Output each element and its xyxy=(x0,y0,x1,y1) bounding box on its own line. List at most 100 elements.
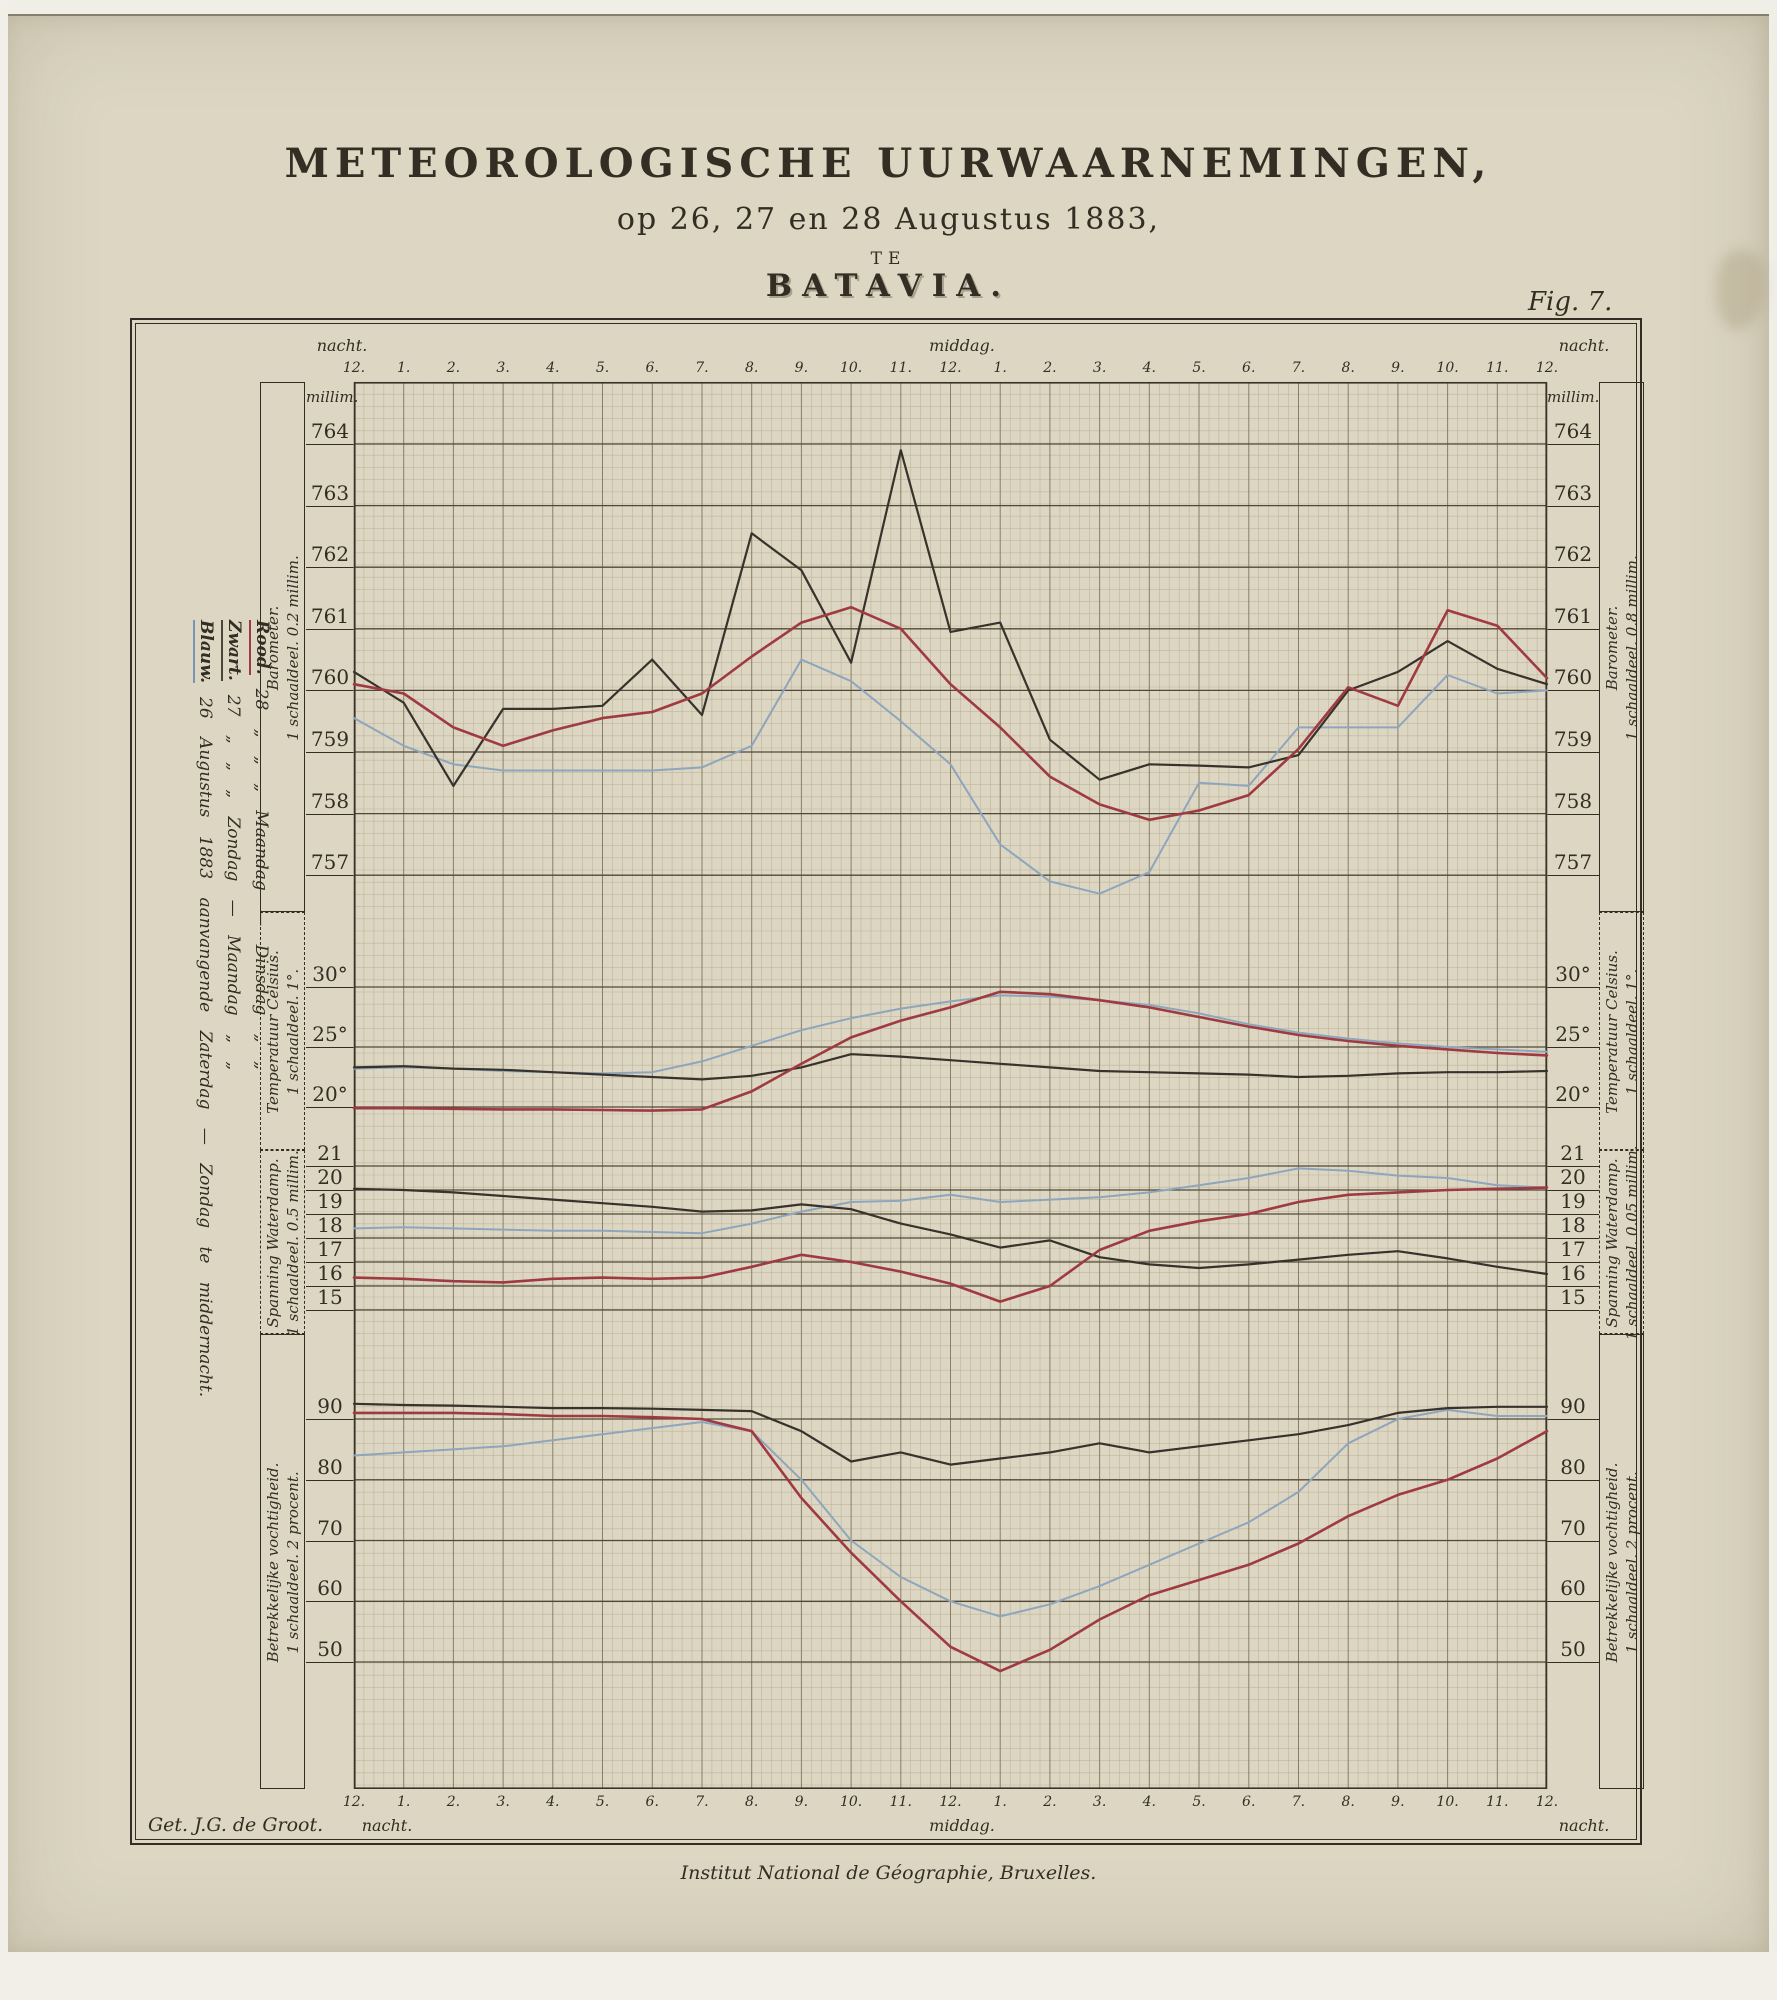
hour-label-top-19: 7. xyxy=(1291,360,1306,376)
tick-column-right-barometer: millim. 764 763 762 761 760 759 758 757 xyxy=(1547,382,1599,912)
tick-value-temperature-20°: 20° xyxy=(312,1082,348,1106)
legend-word-zwart: Zwart. xyxy=(221,620,245,681)
tick-value-humidity-90: 90 xyxy=(317,1394,343,1418)
tick-value-vapour-18: 18 xyxy=(317,1213,343,1237)
hour-label-top-3: 3. xyxy=(496,360,510,376)
hour-label-bottom-9: 9. xyxy=(794,1794,809,1810)
tick-value-vapour-17: 17 xyxy=(317,1237,343,1261)
tick-value-vapour-15: 15 xyxy=(1560,1285,1586,1309)
curve-vapour-28-augustus-rood- xyxy=(352,1186,1549,1303)
tick-rule-temperature-20° xyxy=(306,1107,354,1108)
hour-label-bottom-2: 2. xyxy=(446,1794,461,1810)
tick-rule-humidity-90 xyxy=(1547,1419,1599,1420)
tick-rule-barometer-763 xyxy=(306,505,354,507)
tick-value-vapour-19: 19 xyxy=(317,1189,343,1213)
tick-rule-barometer-761 xyxy=(1547,628,1599,630)
plot-border xyxy=(354,382,1548,1790)
top-axis-nacht-right: nacht. xyxy=(1558,336,1610,355)
tick-value-vapour-17: 17 xyxy=(1560,1237,1586,1261)
paper-sheet xyxy=(8,14,1769,1952)
tick-rule-vapour-15 xyxy=(306,1310,354,1311)
tick-rule-temperature-30° xyxy=(1547,987,1599,988)
tick-value-barometer-758: 758 xyxy=(1553,788,1593,813)
tick-value-vapour-20: 20 xyxy=(1560,1165,1586,1189)
tick-value-barometer-761: 761 xyxy=(310,603,350,628)
hour-label-top-2: 2. xyxy=(446,360,461,376)
tick-rule-barometer-757 xyxy=(306,875,354,877)
panel-label-text-right-vapour: Spanning Waterdamp. 1 schaaldeel. 0.05 mi… xyxy=(1600,1145,1645,1340)
hour-label-bottom-0: 12. xyxy=(342,1794,366,1810)
tick-value-barometer-763: 763 xyxy=(1553,480,1593,505)
panel-label-box-left-barometer: Barometer. 1 schaaldeel. 0.2 millim. xyxy=(260,382,305,912)
tick-value-temperature-20°: 20° xyxy=(1555,1082,1591,1106)
hour-label-bottom-20: 8. xyxy=(1341,1794,1355,1810)
tick-value-barometer-763: 763 xyxy=(310,480,350,505)
panel-scale-vapour: 1 schaaldeel. 0.05 millim. xyxy=(1622,1145,1641,1341)
hour-label-top-21: 9. xyxy=(1391,360,1405,376)
tick-rule-temperature-25° xyxy=(1547,1047,1599,1048)
hour-label-top-7: 7. xyxy=(695,360,709,376)
page-title: METEOROLOGISCHE UURWAARNEMINGEN, xyxy=(284,140,1493,187)
tick-value-temperature-25°: 25° xyxy=(312,1022,348,1046)
curve-temperature-28-augustus-rood- xyxy=(352,990,1549,1112)
tick-value-vapour-19: 19 xyxy=(1560,1189,1586,1213)
panel-label-text-left-vapour: Spanning Waterdamp. 1 schaaldeel. 0.5 mil… xyxy=(261,1150,306,1335)
tick-value-barometer-759: 759 xyxy=(1553,727,1593,751)
tick-rule-vapour-20 xyxy=(306,1190,354,1191)
legend-text-zwart: 27 „ „ „ Zondag — Maandag „ „ xyxy=(223,694,243,1071)
tick-rule-vapour-16 xyxy=(306,1286,354,1287)
hour-label-top-22: 10. xyxy=(1436,360,1459,376)
tick-rule-vapour-21 xyxy=(1547,1166,1599,1167)
scan-edge-left xyxy=(0,0,8,2000)
curve-barometer-26-augustus-blauw- xyxy=(353,658,1548,895)
panel-scale-barometer: 1 schaaldeel. 0.8 millim. xyxy=(1622,555,1641,741)
tick-value-barometer-762: 762 xyxy=(310,542,350,567)
tick-rule-vapour-18 xyxy=(306,1238,354,1239)
tick-value-barometer-759: 759 xyxy=(310,727,350,751)
tick-rule-barometer-757 xyxy=(1547,875,1599,877)
tick-value-humidity-80: 80 xyxy=(317,1454,343,1479)
hour-label-bottom-7: 7. xyxy=(695,1794,709,1810)
curve-humidity-26-augustus-blauw- xyxy=(353,1408,1548,1618)
tick-rule-temperature-20° xyxy=(1547,1107,1599,1108)
tick-column-left-temperature: 30° 25° 20° xyxy=(306,912,354,1150)
panel-title-temperature: Temperatuur Celsius. xyxy=(1603,950,1621,1114)
hour-label-top-4: 4. xyxy=(546,360,560,376)
tick-value-humidity-90: 90 xyxy=(1560,1394,1586,1418)
tick-value-humidity-60: 60 xyxy=(317,1576,343,1601)
curve-humidity-27-augustus-zwart- xyxy=(352,1402,1549,1466)
tick-value-humidity-80: 80 xyxy=(1560,1454,1586,1479)
hour-label-top-20: 8. xyxy=(1341,360,1355,376)
tick-rule-barometer-759 xyxy=(306,752,354,753)
tick-value-barometer-761: 761 xyxy=(1553,603,1593,628)
tick-rule-humidity-80 xyxy=(1547,1479,1599,1481)
hour-label-bottom-12: 12. xyxy=(939,1794,962,1810)
tick-value-barometer-757: 757 xyxy=(310,850,350,875)
hour-label-top-6: 6. xyxy=(645,360,659,376)
tick-value-vapour-16: 16 xyxy=(1560,1261,1586,1285)
curve-vapour-26-augustus-blauw- xyxy=(353,1167,1548,1235)
tick-rule-temperature-30° xyxy=(306,987,354,988)
hour-label-bottom-3: 3. xyxy=(496,1794,510,1810)
hour-label-top-0: 12. xyxy=(342,360,366,376)
hour-label-bottom-13: 1. xyxy=(993,1794,1007,1810)
tick-value-vapour-15: 15 xyxy=(317,1285,343,1309)
tick-value-temperature-30°: 30° xyxy=(1555,962,1591,986)
tick-column-right-temperature: 30° 25° 20° xyxy=(1547,912,1599,1150)
tick-rule-barometer-760 xyxy=(1547,690,1599,692)
panel-label-text-right-temperature: Temperatuur Celsius. 1 schaaldeel. 1°. xyxy=(1600,913,1645,1151)
hour-label-top-17: 5. xyxy=(1192,360,1206,376)
tick-value-barometer-758: 758 xyxy=(310,788,350,813)
tick-rule-barometer-758 xyxy=(1547,813,1599,815)
panel-label-box-right-temperature: Temperatuur Celsius. 1 schaaldeel. 1°. xyxy=(1599,912,1644,1150)
hour-label-top-16: 4. xyxy=(1142,360,1156,376)
tick-value-temperature-25°: 25° xyxy=(1555,1022,1591,1046)
hour-label-bottom-11: 11. xyxy=(889,1794,912,1810)
hour-label-bottom-22: 10. xyxy=(1436,1794,1459,1810)
tick-rule-barometer-760 xyxy=(306,690,354,692)
hour-label-top-15: 3. xyxy=(1092,360,1107,376)
tick-value-temperature-30°: 30° xyxy=(312,962,348,986)
panel-scale-barometer: 1 schaaldeel. 0.2 millim. xyxy=(283,555,302,741)
tick-rule-vapour-17 xyxy=(1547,1262,1599,1263)
tick-value-barometer-764: 764 xyxy=(310,419,350,443)
